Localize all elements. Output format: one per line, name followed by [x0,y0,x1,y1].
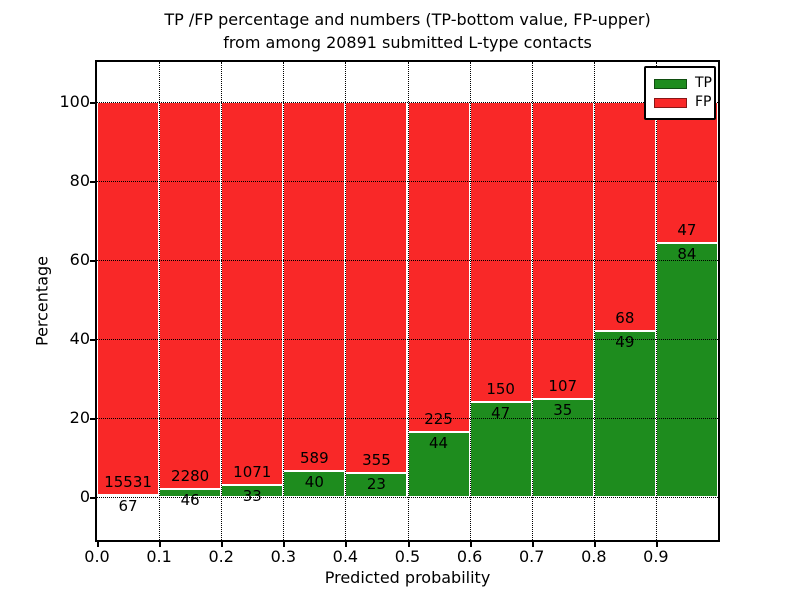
y-tick-mark [90,496,95,499]
x-tick-mark [593,542,596,547]
y-tick-label: 0 [79,486,90,506]
legend: TP FP [644,66,716,120]
y-tick-mark [90,101,95,104]
fp-count-label: 225 [424,409,453,428]
plot-area: 15531 67 2280 46 1071 33 589 40 355 23 225 44 150 47 1… [97,62,718,540]
x-tick-mark [345,542,348,547]
y-tick-mark [90,259,95,262]
chart-title-line1: TP /FP percentage and numbers (TP-bottom… [164,10,651,29]
y-axis-label: Percentage [32,255,52,347]
tp-count-label: 84 [677,245,697,264]
fp-count-label: 47 [677,221,697,240]
fp-count-label: 589 [300,449,329,468]
gridline-horizontal [97,417,718,419]
tp-legend-swatch-icon [654,78,687,89]
gridline-vertical [407,62,409,540]
y-tick-label: 60 [69,249,90,269]
x-tick-mark [655,542,658,547]
bar-count-labels-layer: 15531 67 2280 46 1071 33 589 40 355 23 225 44 150 47 1… [97,62,718,540]
legend-item-tp: TP [654,74,712,93]
y-tick-mark [90,417,95,420]
tp-count-label: 35 [553,401,573,420]
fp-count-label: 15531 [104,472,152,491]
tp-count-label: 40 [304,473,324,492]
tp-count-label: 33 [242,486,262,505]
gridline-vertical [159,62,161,540]
x-tick-label: 0.3 [270,547,297,566]
x-tick-label: 0.5 [394,547,421,566]
bar-fp-segment [159,101,222,489]
gridline-horizontal [97,180,718,182]
tp-count-label: 49 [615,333,635,352]
x-tick-label: 0.7 [518,547,545,566]
fp-legend-swatch-icon [654,97,687,108]
gridline-vertical [469,62,471,540]
legend-label-tp: TP [695,75,712,91]
gridline-vertical [655,62,657,540]
tp-count-label: 23 [366,474,386,493]
x-tick-label: 0.1 [146,547,172,566]
bar-fp-segment [345,101,408,473]
bar-tp-segment [407,431,470,497]
x-tick-mark [283,542,286,547]
bar-tp-segment [531,399,594,497]
y-tick-label: 40 [69,328,90,348]
gridline-horizontal [97,101,718,103]
bar-fp-segment [97,101,160,495]
bar-fp-segment [469,101,532,403]
bar-fp-segment [655,101,718,244]
gridline-vertical [345,62,347,540]
y-tick-mark [90,338,95,341]
chart-title-line2: from among 20891 submitted L-type contac… [223,33,592,52]
gridline-vertical [531,62,533,540]
tp-count-label: 67 [118,496,138,515]
legend-label-fp: FP [695,94,712,110]
x-tick-mark [407,542,410,547]
y-tick-label: 80 [69,170,90,190]
fp-count-label: 150 [486,380,515,399]
bar-fp-segment [407,101,470,432]
fp-count-label: 107 [548,377,578,396]
bar-fp-segment [221,101,284,485]
x-tick-label: 0.2 [208,547,234,566]
tp-count-label: 47 [491,404,511,423]
gridline-vertical [593,62,595,540]
x-tick-label: 0.6 [456,547,483,566]
bar-tp-segment [283,471,346,497]
x-tick-mark [97,542,99,547]
legend-item-fp: FP [654,93,712,112]
fp-count-label: 68 [615,309,635,328]
chart-title: TP /FP percentage and numbers (TP-bottom… [97,8,718,54]
x-tick-label: 0.8 [581,547,607,566]
x-tick-label: 0.4 [332,547,359,566]
y-tick-mark [90,180,95,183]
x-tick-mark [531,542,534,547]
bar-fp-segment [593,101,656,332]
bar-tp-segment [97,494,160,497]
tp-count-label: 44 [429,433,449,452]
gridline-horizontal [97,496,718,498]
bars-layer [97,62,718,540]
fp-count-label: 2280 [171,466,210,485]
x-axis-label: Predicted probability [324,568,491,587]
gridline-horizontal [97,259,718,261]
gridline-vertical [221,62,223,540]
x-tick-mark [221,542,224,547]
tp-count-label: 46 [180,490,200,509]
y-tick-label: 20 [69,407,90,427]
bar-tp-segment [593,331,656,497]
x-tick-label: 0.9 [643,547,669,566]
gridline-vertical [283,62,285,540]
bar-tp-segment [655,243,718,497]
gridline-horizontal [97,338,718,340]
x-tick-mark [159,542,162,547]
x-tick-mark [469,542,472,547]
gridlines-layer [97,62,718,540]
bar-tp-segment [345,472,408,497]
x-tick-label: 0.0 [84,547,110,566]
fp-count-label: 1071 [233,462,272,481]
fp-count-label: 355 [362,450,391,469]
y-tick-label: 100 [59,91,90,111]
